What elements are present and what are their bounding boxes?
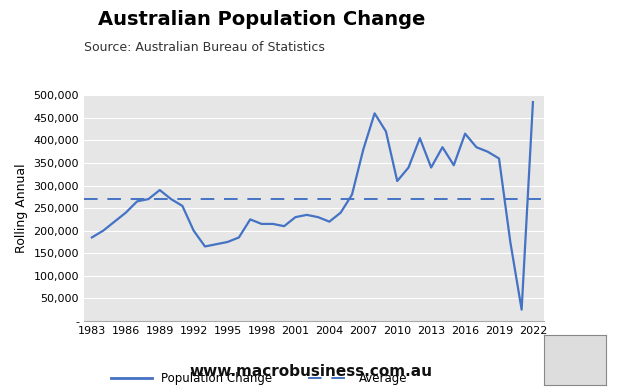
- Legend: Population Change, Average: Population Change, Average: [106, 368, 412, 389]
- Text: MACRO: MACRO: [539, 29, 596, 43]
- Text: Australian Population Change: Australian Population Change: [98, 10, 425, 29]
- Y-axis label: Rolling Annual: Rolling Annual: [15, 163, 28, 253]
- Text: BUSINESS: BUSINESS: [539, 61, 596, 72]
- Text: www.macrobusiness.com.au: www.macrobusiness.com.au: [190, 364, 432, 379]
- Text: Source: Australian Bureau of Statistics: Source: Australian Bureau of Statistics: [84, 41, 325, 54]
